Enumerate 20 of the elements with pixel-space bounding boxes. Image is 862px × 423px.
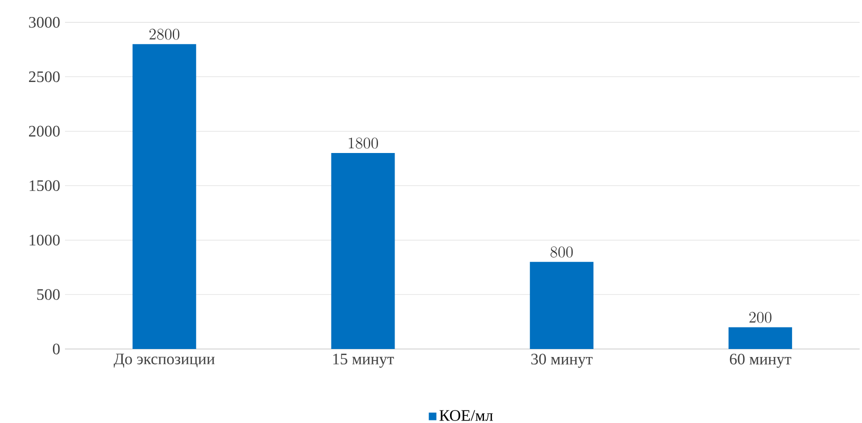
y-tick-label: 1500 bbox=[30, 180, 60, 192]
bar bbox=[132, 44, 196, 349]
data-label: 200 bbox=[749, 312, 772, 323]
y-tick-label: 1000 bbox=[30, 234, 60, 246]
bar bbox=[530, 262, 594, 349]
bar bbox=[331, 152, 395, 349]
x-tick-label: 60 минут bbox=[730, 354, 792, 368]
data-label: 1800 bbox=[348, 138, 378, 149]
y-tick-label: 0 bbox=[52, 344, 60, 354]
legend-label: КОЕ/мл bbox=[440, 410, 493, 421]
y-tick-label: 2000 bbox=[29, 126, 60, 137]
x-tick-label: 15 минут bbox=[333, 354, 394, 368]
data-label: 800 bbox=[550, 246, 573, 258]
y-tick-label: 3000 bbox=[29, 16, 60, 28]
x-tick-label: 30 минут bbox=[531, 354, 593, 368]
bar bbox=[728, 327, 792, 349]
data-label: 2800 bbox=[149, 28, 180, 40]
x-tick-label: До экспозиции bbox=[114, 354, 215, 368]
y-tick-label: 500 bbox=[37, 289, 60, 300]
y-tick-label: 2500 bbox=[29, 71, 60, 82]
